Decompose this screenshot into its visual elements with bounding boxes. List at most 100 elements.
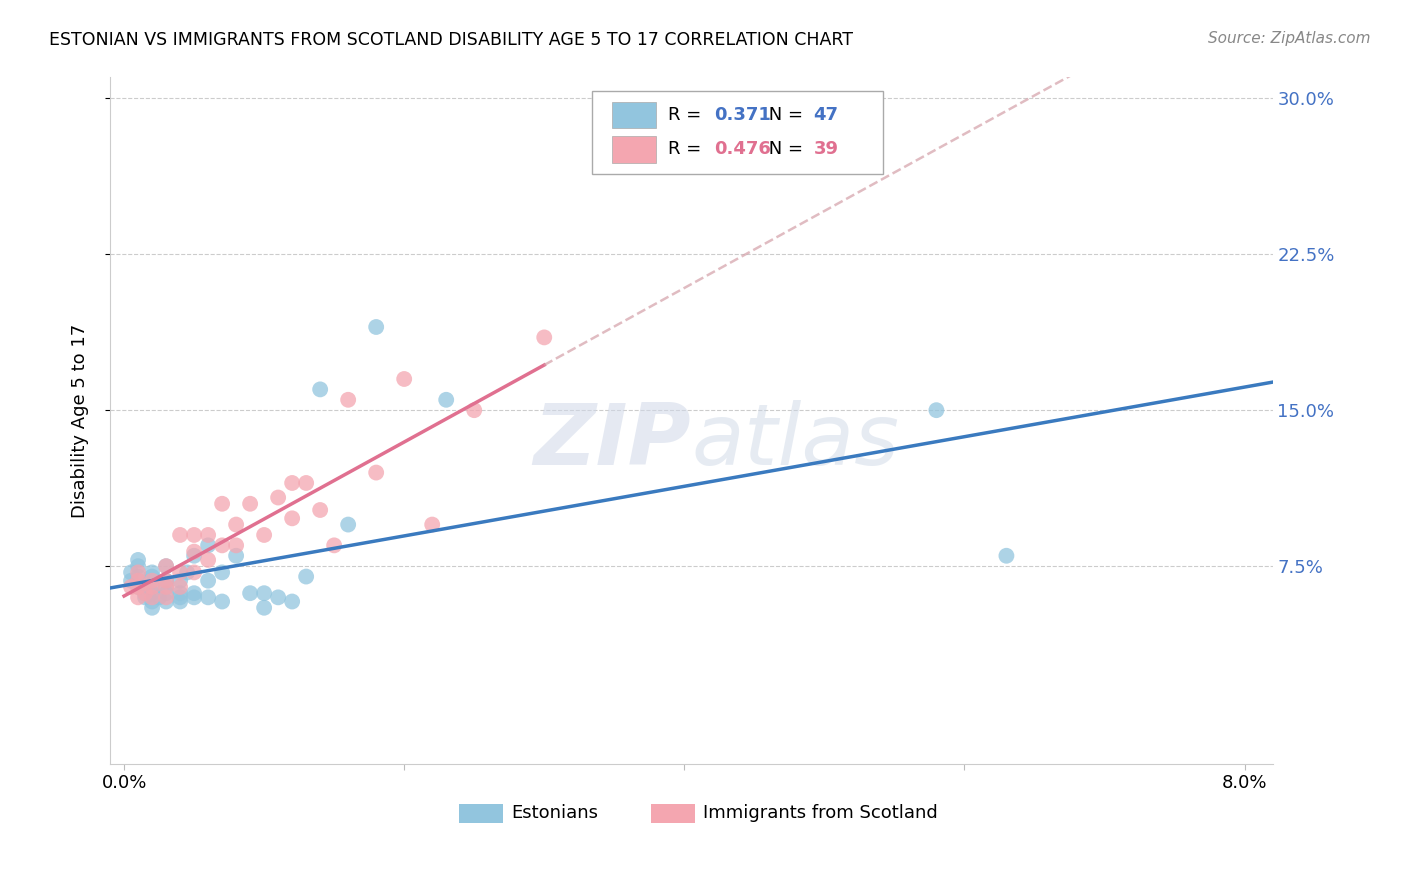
Point — [169, 528, 191, 542]
Point — [225, 517, 247, 532]
Text: Estonians: Estonians — [512, 804, 598, 822]
Point — [141, 566, 163, 580]
Point — [127, 569, 149, 583]
Point — [155, 580, 177, 594]
Text: Source: ZipAtlas.com: Source: ZipAtlas.com — [1208, 31, 1371, 46]
Y-axis label: Disability Age 5 to 17: Disability Age 5 to 17 — [72, 324, 89, 517]
Point — [211, 538, 233, 552]
Point — [155, 591, 177, 605]
Point — [366, 466, 388, 480]
FancyBboxPatch shape — [458, 805, 503, 823]
Point — [225, 538, 247, 552]
Text: 39: 39 — [813, 141, 838, 159]
Point — [127, 580, 149, 594]
Point — [127, 591, 149, 605]
Point — [211, 497, 233, 511]
Point — [169, 586, 191, 600]
Text: Immigrants from Scotland: Immigrants from Scotland — [703, 804, 938, 822]
Point — [197, 538, 219, 552]
Text: 0.476: 0.476 — [714, 141, 772, 159]
Point — [127, 559, 149, 574]
FancyBboxPatch shape — [612, 103, 657, 128]
Point — [169, 574, 191, 588]
Point — [183, 528, 205, 542]
Point — [183, 544, 205, 558]
Point — [253, 600, 276, 615]
Point — [183, 549, 205, 563]
Point — [434, 392, 457, 407]
Point — [281, 475, 304, 490]
Point — [127, 580, 149, 594]
Point — [176, 566, 198, 580]
Point — [134, 591, 156, 605]
Point — [337, 392, 360, 407]
Point — [420, 517, 443, 532]
Point — [169, 594, 191, 608]
Point — [183, 566, 205, 580]
Point — [295, 569, 318, 583]
Point — [155, 580, 177, 594]
Point — [169, 591, 191, 605]
Point — [239, 586, 262, 600]
Point — [253, 528, 276, 542]
Text: 47: 47 — [813, 106, 838, 124]
Point — [366, 320, 388, 334]
Point — [267, 591, 290, 605]
Point — [141, 580, 163, 594]
Point — [463, 403, 485, 417]
Point — [253, 586, 276, 600]
Point — [197, 574, 219, 588]
Point — [197, 528, 219, 542]
Text: R =: R = — [668, 141, 707, 159]
Point — [127, 566, 149, 580]
Point — [141, 569, 163, 583]
Point — [197, 553, 219, 567]
Point — [925, 403, 948, 417]
Point — [141, 591, 163, 605]
FancyBboxPatch shape — [651, 805, 695, 823]
Point — [281, 511, 304, 525]
Point — [169, 580, 191, 594]
Point — [239, 497, 262, 511]
Point — [309, 503, 332, 517]
Point — [533, 330, 555, 344]
Point — [120, 574, 142, 588]
Point — [155, 586, 177, 600]
Text: N =: N = — [763, 141, 808, 159]
Point — [169, 566, 191, 580]
Point — [392, 372, 415, 386]
Point — [197, 591, 219, 605]
Point — [183, 586, 205, 600]
Text: 0.371: 0.371 — [714, 106, 772, 124]
Point — [141, 574, 163, 588]
Text: R =: R = — [668, 106, 707, 124]
Text: atlas: atlas — [692, 400, 900, 483]
Point — [295, 475, 318, 490]
Point — [120, 566, 142, 580]
Text: N =: N = — [763, 106, 808, 124]
Point — [120, 580, 142, 594]
Point — [267, 491, 290, 505]
FancyBboxPatch shape — [592, 91, 883, 174]
Point — [127, 574, 149, 588]
Point — [134, 586, 156, 600]
Point — [148, 591, 170, 605]
Point — [225, 549, 247, 563]
Point — [127, 574, 149, 588]
Point — [337, 517, 360, 532]
FancyBboxPatch shape — [612, 136, 657, 162]
Point — [183, 591, 205, 605]
Point — [155, 574, 177, 588]
Point — [141, 594, 163, 608]
Text: ESTONIAN VS IMMIGRANTS FROM SCOTLAND DISABILITY AGE 5 TO 17 CORRELATION CHART: ESTONIAN VS IMMIGRANTS FROM SCOTLAND DIS… — [49, 31, 853, 49]
Point — [141, 580, 163, 594]
Point — [995, 549, 1018, 563]
Point — [155, 559, 177, 574]
Point — [155, 559, 177, 574]
Point — [309, 383, 332, 397]
Point — [141, 586, 163, 600]
Point — [155, 594, 177, 608]
Point — [127, 553, 149, 567]
Point — [323, 538, 346, 552]
Point — [141, 600, 163, 615]
